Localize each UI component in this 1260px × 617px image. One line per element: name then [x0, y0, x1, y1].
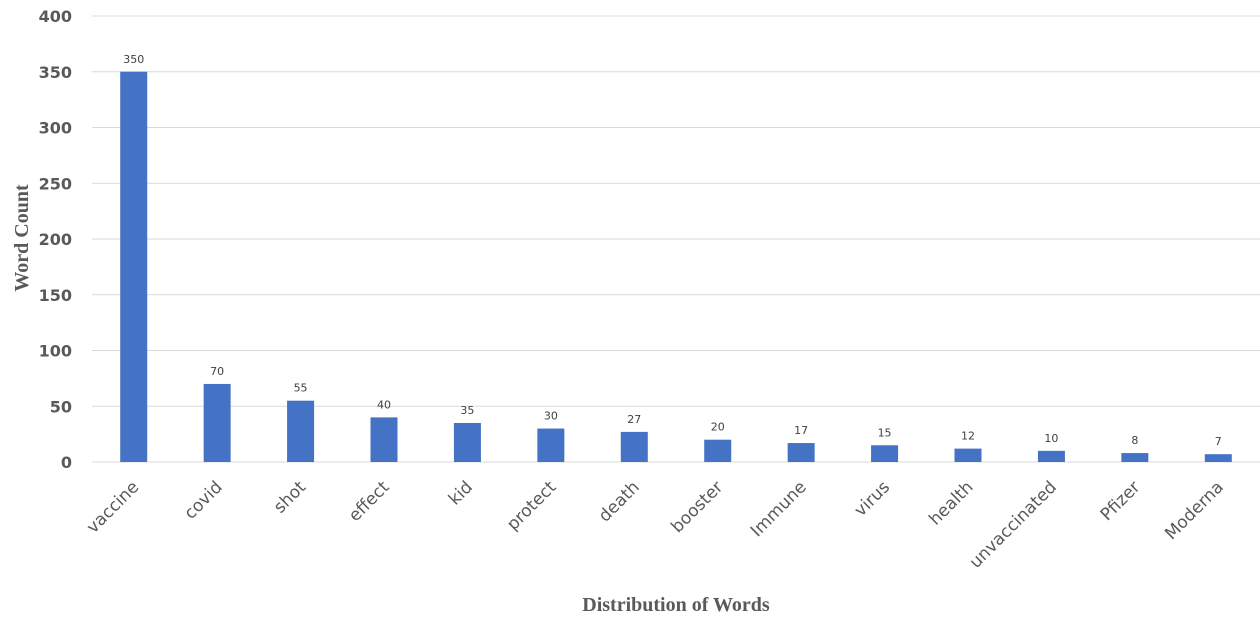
data-label-effect: 40 [377, 398, 391, 411]
y-tick-label: 150 [39, 286, 72, 305]
x-axis-ticks: vaccine covid shot effect kid protect death boo… [83, 477, 1228, 572]
x-tick-label-vaccine: vaccine [83, 477, 143, 537]
data-label-vaccine: 350 [123, 53, 144, 66]
y-tick-label: 200 [39, 230, 72, 249]
data-label-protect: 30 [544, 410, 558, 423]
data-label-health: 12 [961, 430, 975, 443]
bar-kid [453, 422, 481, 462]
bar-pfizer [1121, 453, 1149, 462]
data-label-death: 27 [627, 413, 641, 426]
y-tick-label: 250 [39, 174, 72, 193]
gridlines [92, 15, 1260, 463]
bar-protect [537, 428, 565, 462]
bar-covid [203, 383, 231, 462]
x-tick-label-covid: covid [180, 477, 226, 523]
y-tick-label: 100 [39, 342, 72, 361]
x-tick-label-death: death [595, 477, 644, 526]
data-label-immune: 17 [794, 424, 808, 437]
x-tick-label-protect: protect [503, 477, 560, 534]
bars [120, 71, 1232, 462]
x-tick-label-effect: effect [345, 477, 394, 526]
x-tick-label-virus: virus [851, 477, 895, 521]
y-tick-label: 50 [50, 397, 72, 416]
data-label-booster: 20 [711, 421, 725, 434]
y-tick-label: 400 [39, 7, 72, 26]
data-label-unvaccinated: 10 [1044, 432, 1058, 445]
x-tick-label-unvaccinated: unvaccinated [966, 477, 1061, 572]
x-tick-label-health: health [925, 477, 977, 529]
x-tick-label-kid: kid [445, 477, 477, 509]
x-tick-label-immune: Immune [747, 477, 811, 541]
y-axis-ticks: 0 50 100 150 200 250 300 350 400 [39, 7, 72, 472]
bar-virus [871, 445, 899, 462]
bar-immune [787, 443, 815, 462]
bar-death [620, 431, 648, 462]
bar-vaccine [120, 71, 148, 462]
data-labels: 350 70 55 40 35 30 27 20 17 15 12 10 8 7 [123, 53, 1222, 448]
data-label-moderna: 7 [1215, 435, 1222, 448]
y-tick-label: 350 [39, 63, 72, 82]
bar-moderna [1204, 454, 1232, 462]
bar-shot [287, 400, 315, 462]
x-tick-label-shot: shot [270, 477, 310, 517]
y-tick-label: 0 [61, 453, 72, 472]
y-axis-title: Word Count [11, 184, 33, 292]
data-label-pfizer: 8 [1131, 434, 1138, 447]
bar-booster [704, 439, 732, 462]
x-axis-title: Distribution of Words [582, 594, 770, 616]
bar-effect [370, 417, 398, 462]
data-label-covid: 70 [210, 365, 224, 378]
x-tick-label-moderna: Moderna [1161, 477, 1228, 544]
bar-health [954, 448, 982, 462]
data-label-virus: 15 [878, 426, 892, 439]
data-label-shot: 55 [294, 382, 308, 395]
x-tick-label-booster: booster [667, 477, 727, 537]
y-tick-label: 300 [39, 119, 72, 138]
x-tick-label-pfizer: Pfizer [1097, 477, 1145, 525]
bar-unvaccinated [1037, 450, 1065, 462]
data-label-kid: 35 [460, 404, 474, 417]
